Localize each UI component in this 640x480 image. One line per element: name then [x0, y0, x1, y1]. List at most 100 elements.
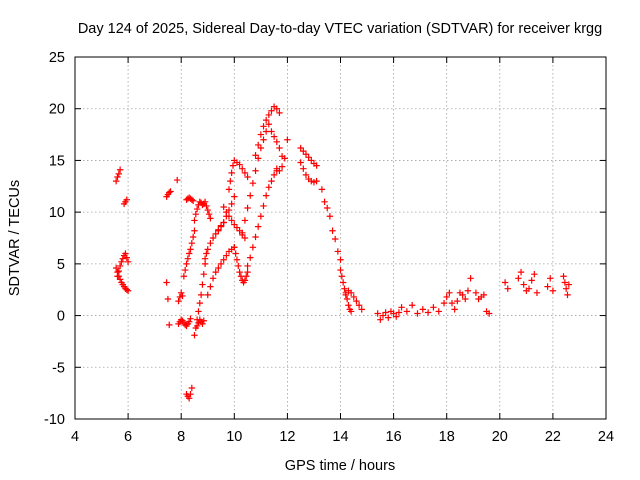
data-point: [244, 173, 251, 181]
data-point: [276, 109, 283, 117]
series-sat-ae: [374, 308, 403, 323]
data-point: [196, 299, 203, 307]
data-point: [467, 275, 474, 282]
data-point: [377, 316, 384, 323]
data-point: [262, 192, 270, 199]
data-point: [241, 217, 249, 224]
series-sat-ag: [443, 275, 474, 313]
data-point: [254, 141, 262, 149]
data-point: [209, 275, 217, 282]
series-sat-ad: [342, 287, 365, 313]
data-point: [454, 297, 461, 305]
data-point: [265, 121, 273, 128]
data-point: [191, 332, 198, 339]
data-point: [215, 227, 222, 234]
data-point: [192, 211, 200, 218]
data-point: [112, 177, 120, 185]
data-point: [187, 390, 194, 398]
data-point: [228, 169, 235, 177]
series-sat-k: [183, 384, 196, 402]
data-point: [443, 293, 450, 301]
data-point: [204, 246, 211, 253]
data-point: [241, 277, 249, 284]
data-point: [564, 291, 571, 299]
data-point: [302, 171, 310, 179]
data-point: [281, 155, 288, 162]
data-point: [244, 268, 251, 276]
data-point: [249, 244, 257, 251]
data-point: [228, 217, 235, 224]
data-point: [184, 255, 192, 262]
data-point: [517, 268, 525, 276]
data-point: [504, 285, 511, 292]
data-point: [273, 105, 280, 112]
data-point: [480, 291, 488, 299]
data-point: [528, 277, 535, 284]
y-tick-label: 5: [57, 257, 65, 273]
data-point: [435, 308, 442, 315]
data-point: [180, 273, 188, 280]
series-sat-ai: [501, 268, 530, 294]
x-tick-label: 6: [124, 429, 132, 445]
data-point: [225, 213, 233, 220]
data-point: [115, 170, 123, 178]
data-point: [419, 306, 427, 313]
x-tick-label: 20: [492, 429, 508, 445]
data-point: [200, 271, 207, 278]
data-point: [260, 136, 267, 143]
data-point: [462, 295, 469, 303]
data-point: [531, 271, 538, 278]
data-point: [260, 123, 267, 130]
data-point: [403, 308, 411, 315]
data-point: [188, 239, 196, 247]
x-tick-label: 14: [332, 429, 348, 445]
series-sat-s: [225, 157, 251, 193]
data-point: [547, 275, 554, 282]
data-point: [385, 314, 392, 321]
series-sat-aj: [525, 271, 557, 297]
series-sat-i: [180, 227, 198, 280]
data-point: [549, 287, 557, 294]
series-sat-m: [191, 198, 214, 224]
data-point: [114, 273, 121, 280]
data-point: [244, 262, 251, 270]
data-point: [199, 320, 206, 328]
series-sat-h: [175, 315, 194, 330]
data-point: [284, 136, 291, 143]
data-point: [228, 200, 235, 208]
data-point: [185, 250, 193, 257]
data-point: [187, 315, 194, 322]
data-point: [249, 179, 257, 187]
data-point: [331, 235, 339, 243]
data-point: [191, 227, 198, 234]
series-sat-p: [204, 244, 238, 299]
x-tick-label: 10: [226, 429, 242, 445]
y-tick-label: -5: [52, 360, 65, 376]
data-point: [270, 171, 278, 179]
data-point: [185, 318, 193, 325]
data-point: [207, 215, 214, 222]
data-point: [347, 289, 355, 297]
data-point: [345, 302, 352, 309]
x-tick-label: 16: [386, 429, 402, 445]
data-points: [112, 103, 573, 402]
chart-title: Day 124 of 2025, Sidereal Day-to-day VTE…: [78, 21, 602, 37]
data-point: [123, 286, 130, 293]
data-point: [200, 317, 207, 324]
series-sat-c: [114, 250, 132, 280]
data-point: [341, 285, 348, 292]
data-point: [167, 188, 174, 195]
data-point: [166, 321, 173, 329]
data-point: [115, 267, 123, 275]
series-sat-af: [398, 299, 448, 317]
y-tick-label: 10: [49, 205, 65, 221]
data-point: [520, 281, 527, 288]
data-point: [195, 308, 202, 315]
data-point: [217, 223, 225, 230]
series-sat-n: [193, 316, 207, 330]
data-point: [342, 291, 350, 299]
data-point: [124, 287, 132, 294]
data-point: [241, 169, 249, 177]
data-point: [203, 250, 210, 257]
data-point: [243, 273, 250, 280]
